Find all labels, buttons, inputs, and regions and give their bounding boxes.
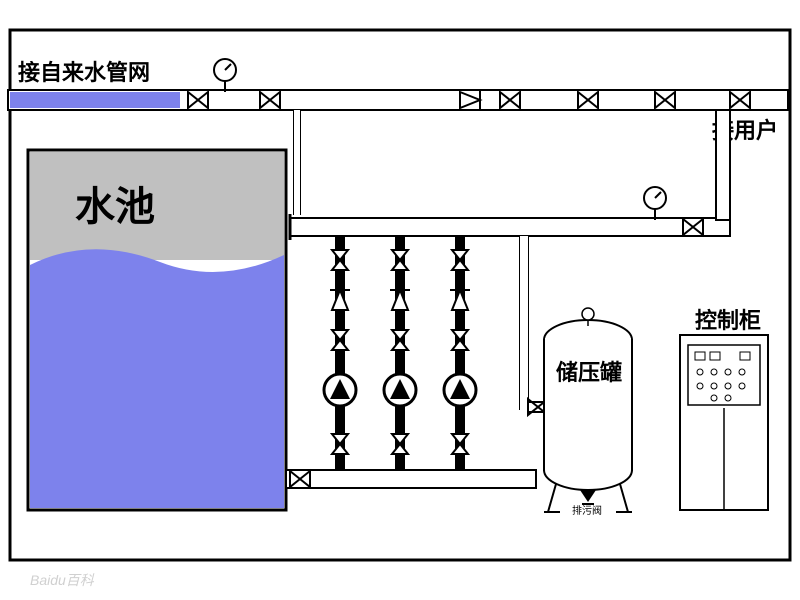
cabinet-label: 控制柜	[695, 308, 761, 333]
watermark: Baidu百科	[30, 572, 95, 588]
lower-manifold	[286, 470, 536, 488]
pump-icon	[444, 374, 476, 406]
inlet-water	[10, 92, 180, 108]
inlet-label: 接自来水管网	[18, 60, 150, 85]
riser-right	[716, 110, 730, 220]
drain-label: 排污阀	[572, 504, 602, 517]
water-supply-diagram: 接自来水管网 接用户 水池	[0, 0, 800, 600]
diagram-frame: 接自来水管网 接用户 水池	[0, 0, 800, 600]
pool-label: 水池	[75, 185, 155, 229]
pump-icon	[324, 374, 356, 406]
tank-label: 储压罐	[556, 360, 622, 385]
upper-manifold	[290, 214, 730, 240]
control-cabinet: 控制柜	[680, 308, 768, 510]
pool: 水池	[28, 150, 286, 510]
pump-icon	[384, 374, 416, 406]
